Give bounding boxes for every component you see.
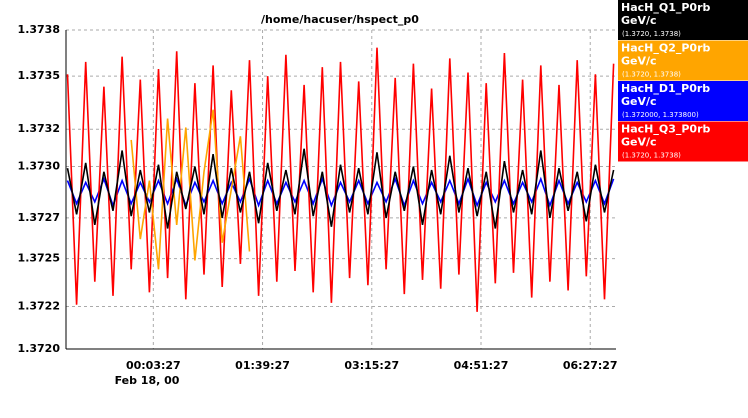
x-tick-label: 00:03:27 xyxy=(126,359,181,372)
legend-swatch xyxy=(618,81,748,121)
legend-name: HacH_Q2_P0rb xyxy=(621,42,711,55)
y-tick-label: 1.3735 xyxy=(18,69,60,82)
legend-unit: GeV/c xyxy=(621,14,657,27)
legend-unit: GeV/c xyxy=(621,136,657,149)
legend-swatch xyxy=(618,121,748,162)
legend-unit: GeV/c xyxy=(621,95,657,108)
y-tick-label: 1.3732 xyxy=(18,122,60,135)
series-line xyxy=(66,176,615,208)
y-tick-label: 1.3725 xyxy=(18,252,60,265)
legend-name: HacH_D1_P0rb xyxy=(621,82,710,95)
y-tick-label: 1.3738 xyxy=(18,23,60,36)
legend-range: (1.372000, 1.373800) xyxy=(622,111,699,119)
y-tick-label: 1.3720 xyxy=(18,342,61,355)
x-tick-label: 03:15:27 xyxy=(344,359,399,372)
series-line xyxy=(130,109,251,270)
y-tick-label: 1.3730 xyxy=(18,159,61,172)
x-tick-label: 06:27:27 xyxy=(563,359,618,372)
legend-unit: GeV/c xyxy=(621,55,657,68)
series-line xyxy=(66,148,615,229)
legend-name: HacH_Q1_P0rb xyxy=(621,1,711,14)
y-tick-label: 1.3722 xyxy=(18,299,60,312)
x-tick-label: 01:39:27 xyxy=(235,359,290,372)
legend-name: HacH_Q3_P0rb xyxy=(621,123,711,136)
legend-range: (1.3720, 1.3738) xyxy=(622,30,681,38)
legend-range: (1.3720, 1.3738) xyxy=(622,71,681,79)
series-line xyxy=(66,47,615,312)
legend-swatch xyxy=(618,0,748,40)
legend-swatch xyxy=(618,40,748,81)
x-tick-label: 04:51:27 xyxy=(454,359,509,372)
legend-range: (1.3720, 1.3738) xyxy=(622,152,681,160)
chart-title: /home/hacuser/hspect_p0 xyxy=(261,13,419,26)
x-date-label: Feb 18, 00 xyxy=(115,374,180,387)
y-tick-label: 1.3727 xyxy=(18,211,60,224)
plot-area xyxy=(66,29,616,350)
